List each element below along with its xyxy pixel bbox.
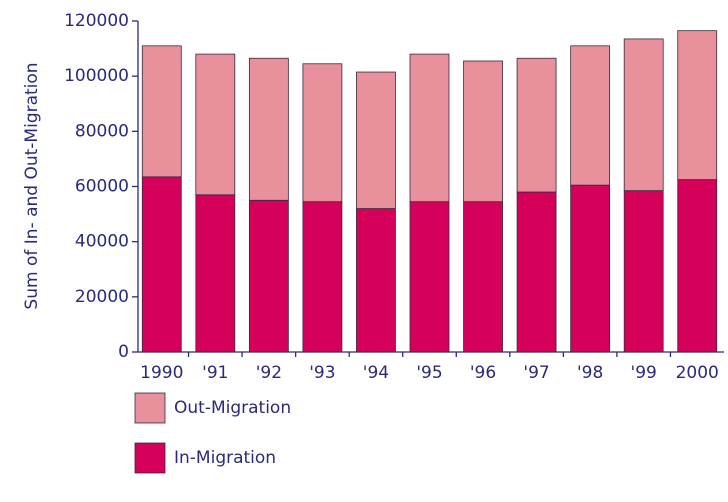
bar-segment — [623, 38, 664, 192]
x-tick-label: 1990 — [140, 363, 183, 383]
x-tick-label: '97 — [523, 363, 549, 383]
y-axis-label: Sum of In- and Out-Migration — [22, 62, 42, 309]
y-tick-label: 120000 — [64, 11, 129, 31]
bar-segment — [409, 53, 450, 203]
bar-segment — [248, 57, 289, 201]
bar-segment — [409, 201, 450, 353]
y-tick-label: 20000 — [75, 287, 129, 307]
bar-segment — [463, 201, 503, 353]
x-tick-label: '98 — [577, 363, 603, 383]
bar-segment — [195, 194, 236, 353]
bar-segment — [356, 208, 396, 353]
bar-segment — [677, 179, 718, 353]
y-tick-label: 0 — [118, 342, 129, 362]
bar-segment — [302, 201, 343, 353]
x-tick-label: '93 — [309, 363, 335, 383]
bar-segment — [195, 53, 236, 196]
x-tick-label: '94 — [363, 363, 389, 383]
bar-segment — [302, 63, 343, 203]
bar-segment — [248, 199, 289, 353]
bar-segment — [141, 176, 182, 353]
y-tick-label: 80000 — [75, 121, 129, 141]
bar-segment — [356, 71, 396, 209]
bar-segment — [141, 45, 182, 178]
bar-segment — [570, 45, 611, 186]
x-tick-label: '91 — [202, 363, 228, 383]
legend-label: Out-Migration — [174, 398, 291, 418]
x-tick-label: '92 — [256, 363, 282, 383]
legend-swatch — [134, 442, 166, 474]
x-tick-label: 2000 — [676, 363, 719, 383]
y-tick-label: 100000 — [64, 66, 129, 86]
y-tick-label: 40000 — [75, 232, 129, 252]
x-tick-label: '95 — [416, 363, 442, 383]
bar-segment — [463, 60, 503, 203]
bar-segment — [623, 190, 664, 353]
x-tick-label: '96 — [470, 363, 496, 383]
legend-label: In-Migration — [174, 448, 276, 468]
bar-segment — [516, 191, 557, 353]
legend-swatch — [134, 392, 166, 424]
bar-segment — [677, 30, 718, 181]
x-tick-label: '99 — [631, 363, 657, 383]
bar-segment — [516, 57, 557, 193]
bar-segment — [570, 184, 611, 353]
y-tick-label: 60000 — [75, 177, 129, 197]
